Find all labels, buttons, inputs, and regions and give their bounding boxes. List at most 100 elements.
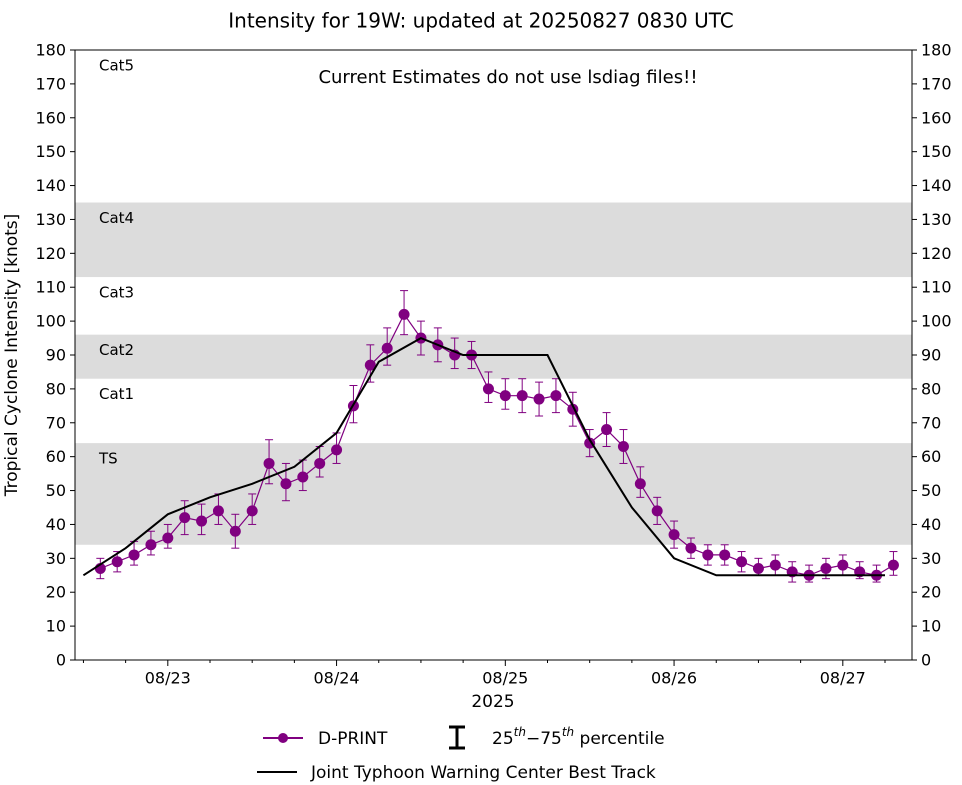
dprint-marker bbox=[246, 505, 258, 517]
y-tick-label: 160 bbox=[35, 108, 66, 127]
y-tick-label: 130 bbox=[35, 210, 66, 229]
dprint-marker bbox=[398, 308, 410, 320]
x-tick-label: 08/27 bbox=[820, 669, 866, 688]
y-axis-label: Tropical Cyclone Intensity [knots] bbox=[2, 214, 22, 498]
legend-label-part: −75 bbox=[526, 729, 562, 749]
x-tick-label: 08/23 bbox=[145, 669, 191, 688]
intensity-band bbox=[75, 202, 912, 278]
y-tick-label: 140 bbox=[35, 176, 66, 195]
dprint-marker bbox=[263, 457, 275, 469]
legend-label: 25th−75th percentile bbox=[492, 725, 665, 750]
y2-tick-label: 70 bbox=[921, 413, 941, 432]
dprint-marker bbox=[617, 441, 629, 452]
annotation: Current Estimates do not use lsdiag file… bbox=[318, 67, 697, 88]
dprint-marker bbox=[550, 390, 562, 402]
intensity-band bbox=[75, 443, 912, 545]
y2-tick-label: 110 bbox=[921, 278, 952, 297]
dprint-marker bbox=[364, 359, 376, 371]
y2-tick-label: 100 bbox=[921, 312, 952, 331]
dprint-marker bbox=[601, 424, 613, 436]
dprint-marker bbox=[887, 559, 899, 571]
intensity-band bbox=[75, 334, 912, 379]
y2-tick-label: 60 bbox=[921, 447, 941, 466]
y2-tick-label: 170 bbox=[921, 74, 952, 93]
y2-tick-label: 180 bbox=[921, 41, 952, 60]
dprint-marker bbox=[297, 471, 309, 483]
dprint-marker bbox=[196, 515, 208, 527]
dprint-marker bbox=[769, 559, 781, 571]
y2-tick-label: 0 bbox=[921, 651, 931, 670]
dprint-marker bbox=[668, 529, 680, 541]
y2-tick-label: 10 bbox=[921, 617, 941, 636]
dprint-marker bbox=[516, 390, 528, 402]
dprint-marker bbox=[381, 342, 393, 354]
dprint-marker bbox=[128, 549, 140, 561]
dprint-marker bbox=[651, 505, 663, 517]
y-tick-label: 10 bbox=[46, 617, 66, 636]
y2-tick-label: 50 bbox=[921, 481, 941, 500]
dprint-marker bbox=[280, 478, 292, 490]
dprint-marker bbox=[212, 505, 224, 517]
dprint-marker bbox=[314, 457, 326, 469]
band-label: Cat5 bbox=[99, 57, 134, 75]
y-tick-label: 50 bbox=[46, 481, 66, 500]
dprint-marker bbox=[820, 563, 832, 574]
y-tick-label: 110 bbox=[35, 278, 66, 297]
dprint-marker bbox=[229, 525, 241, 537]
legend-label: Joint Typhoon Warning Center Best Track bbox=[310, 763, 656, 783]
y-tick-label: 170 bbox=[35, 74, 66, 93]
y-tick-label: 80 bbox=[46, 379, 66, 398]
band-label: Cat3 bbox=[99, 284, 134, 302]
legend-label-part: 25 bbox=[492, 729, 514, 749]
y-tick-label: 120 bbox=[35, 244, 66, 263]
y2-tick-label: 80 bbox=[921, 379, 941, 398]
y-tick-label: 90 bbox=[46, 346, 66, 365]
dprint-marker bbox=[533, 393, 545, 405]
y2-tick-label: 40 bbox=[921, 515, 941, 534]
y2-tick-label: 160 bbox=[921, 108, 952, 127]
dprint-marker bbox=[162, 532, 174, 544]
y-tick-label: 30 bbox=[46, 549, 66, 568]
dprint-marker bbox=[331, 444, 343, 456]
best-track-line bbox=[82, 336, 885, 577]
band-label: Cat4 bbox=[99, 209, 134, 227]
legend: D-PRINT 25th−75th percentile Joint Typho… bbox=[257, 725, 665, 783]
dprint-marker bbox=[111, 556, 123, 568]
band-label: TS bbox=[98, 450, 118, 468]
dprint-marker bbox=[702, 549, 714, 561]
x-axis-label: 2025 bbox=[471, 692, 514, 712]
legend-marker bbox=[278, 733, 288, 743]
dprint-marker bbox=[752, 563, 764, 574]
y-tick-label: 40 bbox=[46, 515, 66, 534]
y-tick-label: 100 bbox=[35, 312, 66, 331]
y2-tick-label: 20 bbox=[921, 583, 941, 602]
y-tick-label: 60 bbox=[46, 447, 66, 466]
y2-tick-label: 120 bbox=[921, 244, 952, 263]
y2-tick-label: 140 bbox=[921, 176, 952, 195]
dprint-marker bbox=[482, 383, 494, 395]
band-label: Cat2 bbox=[99, 341, 134, 359]
x-tick-label: 08/24 bbox=[314, 669, 360, 688]
dprint-marker bbox=[179, 512, 191, 524]
y-tick-label: 0 bbox=[56, 651, 66, 670]
dprint-marker bbox=[634, 478, 646, 490]
y-tick-label: 20 bbox=[46, 583, 66, 602]
legend-label: D-PRINT bbox=[318, 729, 388, 749]
y2-tick-label: 130 bbox=[921, 210, 952, 229]
x-tick-label: 08/26 bbox=[651, 669, 697, 688]
y2-tick-label: 30 bbox=[921, 549, 941, 568]
dprint-marker bbox=[837, 559, 849, 571]
y-tick-label: 180 bbox=[35, 41, 66, 60]
x-tick-label: 08/25 bbox=[482, 669, 528, 688]
dprint-marker bbox=[685, 542, 697, 554]
dprint-marker bbox=[736, 556, 748, 568]
y-tick-label: 70 bbox=[46, 413, 66, 432]
y2-tick-label: 90 bbox=[921, 346, 941, 365]
dprint-marker bbox=[145, 539, 157, 551]
chart-title: Intensity for 19W: updated at 20250827 0… bbox=[228, 9, 733, 33]
legend-label-part: th bbox=[562, 725, 574, 739]
legend-label-part: th bbox=[514, 725, 526, 739]
band-label: Cat1 bbox=[99, 385, 134, 403]
legend-label-part: percentile bbox=[574, 729, 664, 749]
